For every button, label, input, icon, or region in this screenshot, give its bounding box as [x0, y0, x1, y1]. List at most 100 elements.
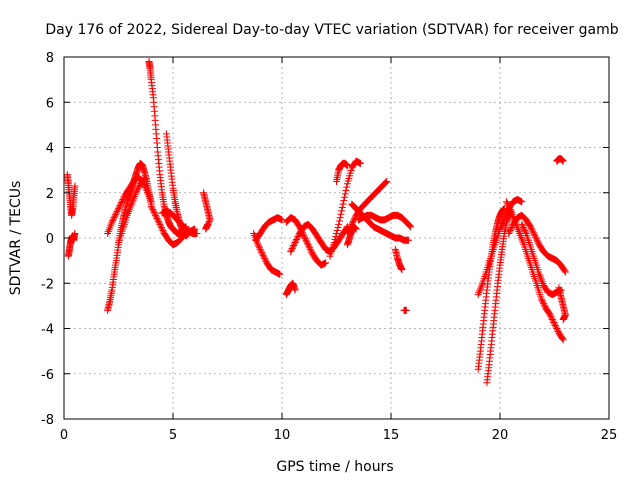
data-point [548, 314, 556, 322]
data-point [553, 325, 561, 332]
data-point [258, 248, 266, 256]
data-point [406, 222, 414, 230]
data-point [528, 226, 536, 234]
data-point [142, 185, 150, 193]
data-point [532, 235, 540, 243]
data-point [558, 335, 566, 343]
series-21 [391, 245, 406, 274]
data-point [206, 216, 214, 224]
data-point [193, 229, 201, 237]
data-point [71, 229, 79, 237]
data-point [518, 220, 526, 228]
data-point [352, 225, 360, 233]
data-point [519, 222, 527, 230]
data-point [561, 268, 569, 276]
data-point [140, 176, 148, 184]
data-point [157, 223, 165, 231]
series-16 [333, 159, 351, 185]
data-point [550, 318, 558, 326]
data-point [301, 235, 309, 243]
data-point [148, 204, 156, 212]
data-point [135, 183, 143, 191]
data-point [340, 197, 348, 205]
data-point [332, 232, 340, 240]
data-point [342, 186, 350, 194]
data-point [500, 214, 508, 222]
data-point [147, 202, 155, 210]
series-10 [250, 229, 284, 278]
data-point [287, 248, 295, 256]
data-point [260, 253, 268, 261]
data-point [141, 175, 149, 183]
data-point [115, 203, 123, 211]
axes: 0 5 10 15 20 25 -8 -6 -4 -2 0 2 4 6 8 [41, 51, 617, 443]
data-point [548, 315, 556, 323]
data-point [151, 210, 159, 218]
data-point [559, 157, 567, 165]
y-tick-label: -6 [41, 368, 54, 383]
data-point [109, 217, 117, 225]
data-point [115, 205, 122, 213]
data-point [551, 321, 559, 329]
data-point [340, 193, 348, 201]
y-tick-label: -2 [41, 277, 54, 292]
data-point [109, 215, 117, 223]
data-point [278, 216, 286, 224]
data-point [504, 201, 512, 209]
data-point [508, 223, 516, 231]
data-point [152, 213, 160, 221]
data-point [300, 232, 308, 240]
data-point [134, 184, 142, 192]
y-tick-label: -4 [41, 323, 54, 338]
series-9 [200, 189, 214, 233]
data-point [132, 189, 140, 197]
data-point [139, 177, 147, 185]
series-22 [400, 306, 410, 314]
y-tick-label: 6 [46, 96, 54, 111]
data-point [287, 246, 295, 254]
data-point [259, 251, 267, 259]
data-point [261, 254, 269, 262]
series-30 [553, 155, 567, 165]
series-8 [158, 207, 201, 237]
x-axis-label: GPS time / hours [276, 459, 393, 475]
data-point [116, 202, 124, 210]
series-4 [115, 175, 149, 247]
data-point [291, 239, 299, 247]
data-point [521, 226, 529, 234]
data-point [341, 190, 349, 198]
data-point [154, 217, 162, 225]
data-point [204, 220, 212, 228]
data-point [119, 196, 127, 204]
data-point [506, 205, 514, 213]
data-point [334, 223, 342, 231]
data-point [552, 323, 560, 331]
data-point [547, 312, 555, 320]
data-point [292, 237, 300, 245]
series-15 [326, 157, 364, 260]
data-point [276, 270, 284, 278]
data-point [520, 225, 528, 233]
data-point [117, 200, 125, 208]
series-19 [354, 211, 415, 231]
data-point [505, 204, 513, 212]
data-point [402, 306, 410, 314]
data-point [304, 241, 312, 249]
data-point [289, 243, 297, 251]
data-point [507, 225, 515, 233]
data-point [111, 212, 119, 220]
y-tick-label: 4 [46, 142, 54, 157]
data-point [532, 233, 540, 241]
x-tick-label: 20 [492, 428, 509, 443]
series-0 [63, 171, 79, 219]
data-point [382, 178, 390, 186]
series-11 [252, 214, 286, 244]
data-point [529, 227, 537, 235]
data-point [290, 242, 298, 250]
data-point [540, 301, 548, 309]
data-point [255, 242, 263, 250]
data-point [114, 206, 122, 214]
data-point [505, 202, 513, 210]
data-point [141, 182, 149, 190]
